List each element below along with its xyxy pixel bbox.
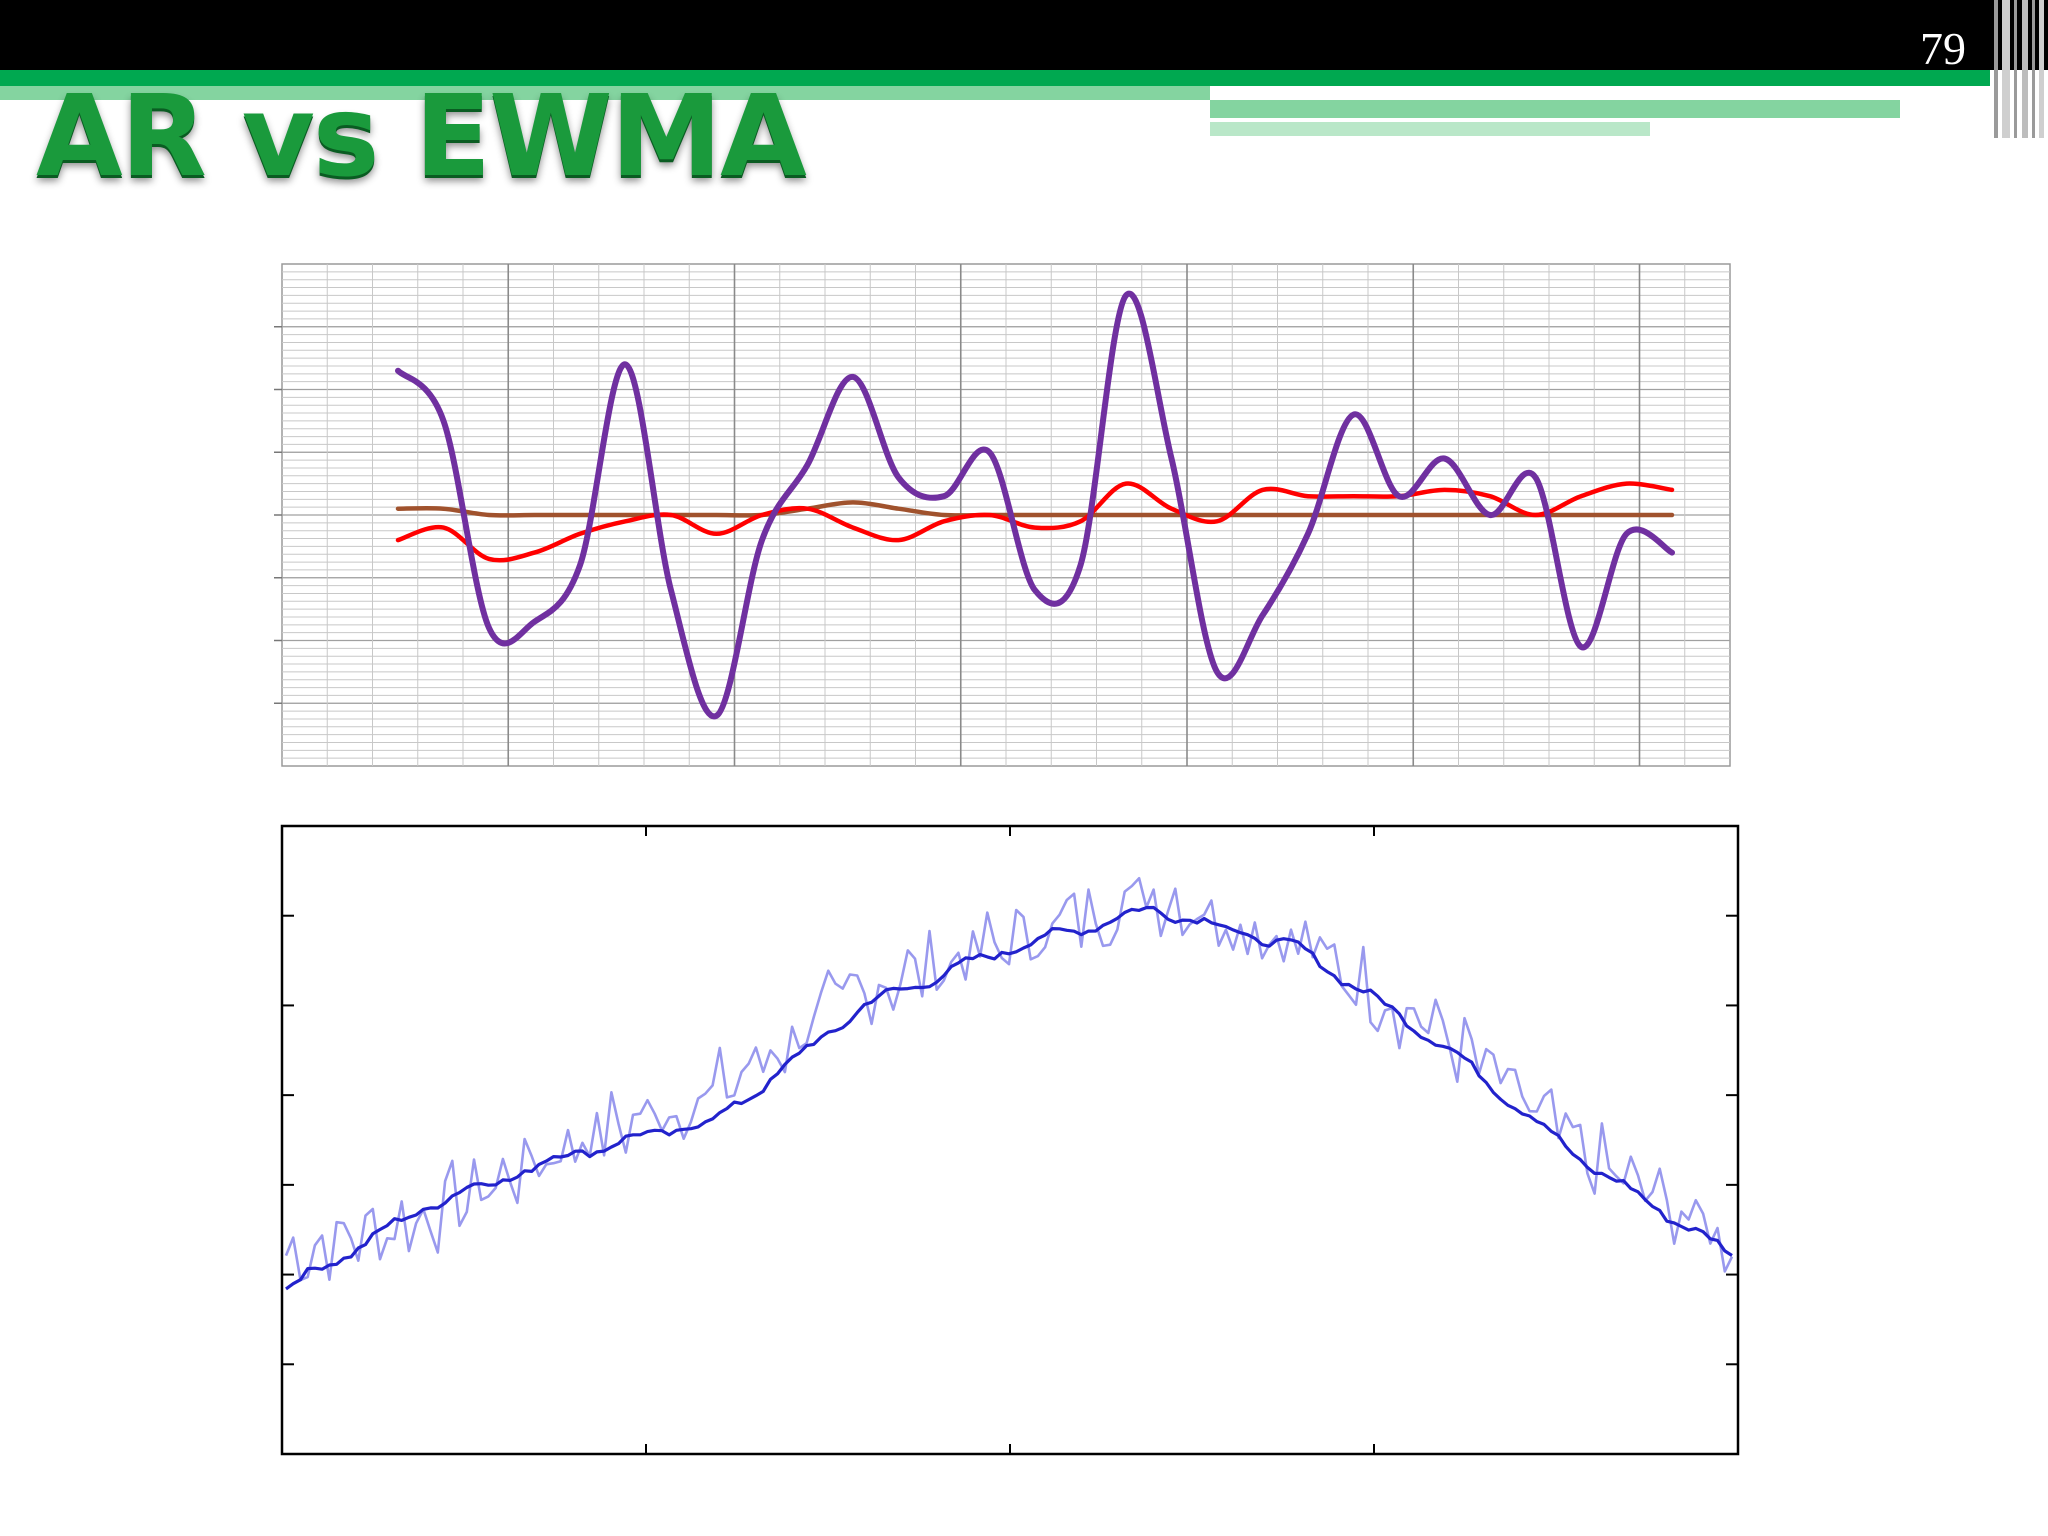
ar-series-purple bbox=[395, 290, 1675, 720]
accent-band-light bbox=[0, 86, 1210, 100]
axis-ticks bbox=[282, 826, 1738, 1454]
ar-series-red bbox=[395, 481, 1675, 563]
accent-band bbox=[0, 70, 1990, 86]
accent-band-light-right bbox=[1210, 100, 1900, 118]
ewma-chart bbox=[278, 820, 1744, 1460]
decorative-stripes bbox=[1988, 0, 2048, 138]
slide-number: 79 bbox=[1920, 23, 1966, 74]
plot-area bbox=[280, 824, 1740, 1456]
ar-chart-svg bbox=[274, 263, 1731, 767]
ewma-chart-svg bbox=[280, 824, 1740, 1456]
ar-chart bbox=[270, 258, 1750, 778]
ar-series-brown bbox=[395, 500, 1675, 518]
accent-band-light-right-lower bbox=[1210, 122, 1650, 136]
ewma-smoothed-series bbox=[285, 905, 1733, 1291]
header-bar bbox=[0, 0, 2048, 70]
ewma-raw-series bbox=[284, 876, 1734, 1282]
slide-title: AR vs EWMA bbox=[36, 72, 807, 202]
